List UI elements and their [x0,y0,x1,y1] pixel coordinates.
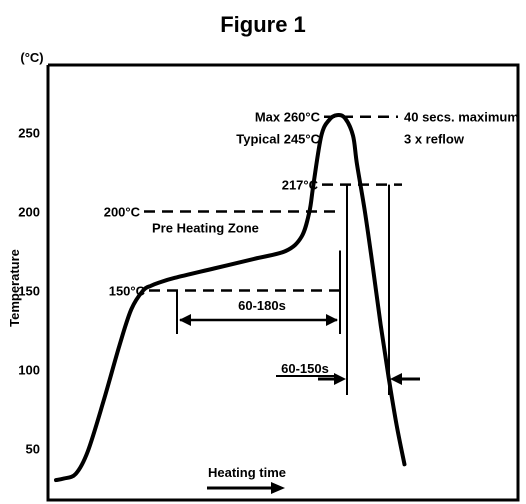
y-tick-label: 250 [18,126,40,141]
arrowhead-left [390,373,402,385]
temp-150-label: 150°C [109,284,146,299]
x-axis-label: Heating time [208,465,286,480]
y-tick-label: 150 [18,284,40,299]
y-axis-label: Temperature [7,249,22,327]
chart-axes [46,63,520,502]
arrowhead-left [179,314,191,326]
reflow-duration-label: 60-150s [281,361,329,376]
max-temp-label: Max 260°C [255,110,321,125]
y-tick-label: 100 [18,363,40,378]
reflow-count-label: 3 x reflow [404,132,465,147]
temperature-profile-line [54,113,407,483]
pre-heating-zone-label: Pre Heating Zone [152,221,259,236]
preheat-duration-label: 60-180s [238,298,286,313]
y-tick-labels: 50 100 150 200 250 [18,126,40,457]
arrowhead-right [326,314,338,326]
annotations: Max 260°C 40 secs. maximum Typical 245°C 3 … [104,110,519,494]
y-tick-label: 50 [26,442,40,457]
y-tick-label: 200 [18,205,40,220]
time-max-label: 40 secs. maximum [404,110,519,125]
temp-200-label: 200°C [104,205,141,220]
figure-title: Figure 1 [220,12,306,37]
temp-217-label: 217°C [282,178,319,193]
typical-temp-label: Typical 245°C [236,132,320,147]
y-axis-unit: (°C) [20,50,43,65]
arrowhead-right [271,482,285,494]
arrowhead-right [334,373,346,385]
